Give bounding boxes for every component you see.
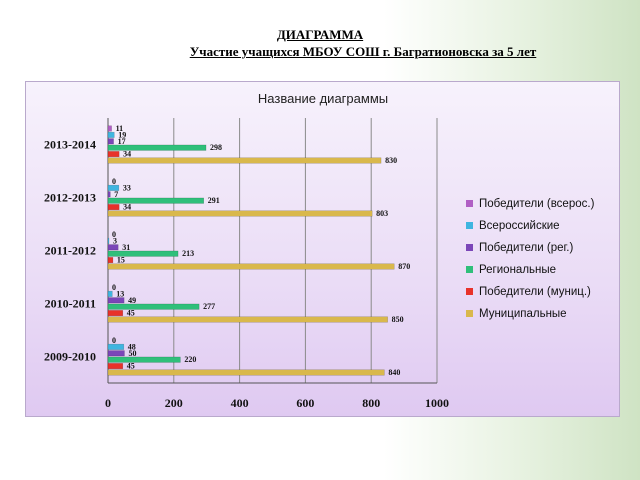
x-tick-label: 1000 — [425, 396, 449, 410]
bar — [107, 151, 120, 158]
category-label: 2012-2013 — [44, 191, 96, 205]
data-label: 0 — [112, 283, 116, 292]
data-label: 830 — [385, 156, 397, 165]
bar — [107, 204, 120, 211]
bar — [107, 369, 385, 376]
x-tick-label: 0 — [105, 396, 111, 410]
bar — [107, 138, 114, 145]
data-label: 0 — [112, 177, 116, 186]
bar — [107, 310, 124, 317]
data-label: 0 — [112, 336, 116, 345]
legend-swatch — [466, 244, 473, 251]
legend-label: Победители (рег.) — [479, 242, 573, 254]
bar — [107, 184, 120, 191]
bar — [107, 144, 207, 151]
data-label: 213 — [182, 249, 194, 258]
legend-swatch — [466, 222, 473, 229]
data-label: 15 — [117, 256, 125, 265]
slide-header: ДИАГРАММА Участие учащихся МБОУ СОШ г. Б… — [0, 26, 640, 60]
bar — [107, 191, 111, 198]
data-label: 803 — [376, 209, 388, 218]
data-label: 45 — [127, 309, 135, 318]
x-tick-label: 400 — [231, 396, 249, 410]
x-tick-label: 600 — [296, 396, 314, 410]
data-label: 7 — [114, 190, 118, 199]
x-tick-label: 800 — [362, 396, 380, 410]
bar — [107, 297, 125, 304]
data-label: 13 — [116, 289, 124, 298]
data-label: 840 — [388, 368, 400, 377]
data-label: 870 — [398, 262, 410, 271]
data-label: 49 — [128, 296, 136, 305]
data-label: 298 — [210, 143, 222, 152]
data-label: 48 — [128, 342, 136, 351]
data-label: 19 — [118, 130, 126, 139]
bar — [107, 316, 388, 323]
legend-swatch — [466, 200, 473, 207]
data-label: 33 — [123, 183, 131, 192]
bar — [107, 290, 113, 297]
slide-subtitle: Участие учащихся МБОУ СОШ г. Багратионов… — [189, 44, 537, 59]
data-label: 45 — [127, 362, 135, 371]
bar — [107, 257, 114, 264]
bar — [107, 125, 112, 132]
data-label: 11 — [116, 124, 124, 133]
data-label: 50 — [128, 349, 136, 358]
category-label: 2013-2014 — [44, 138, 96, 152]
bar — [107, 131, 115, 138]
bar — [107, 197, 204, 204]
data-label: 3 — [113, 236, 117, 245]
bar — [107, 263, 395, 270]
legend-swatch — [466, 266, 473, 273]
category-label: 2009-2010 — [44, 350, 96, 364]
bar — [107, 303, 200, 310]
x-tick-label: 200 — [165, 396, 183, 410]
bar — [107, 350, 125, 357]
legend-swatch — [466, 310, 473, 317]
data-label: 850 — [392, 315, 404, 324]
data-label: 17 — [118, 137, 126, 146]
legend-label: Победители (всерос.) — [479, 198, 595, 210]
data-label: 31 — [122, 243, 130, 252]
legend-label: Всероссийские — [479, 220, 560, 232]
legend-label: Региональные — [479, 264, 556, 276]
bar — [107, 237, 110, 244]
legend-label: Победители (муниц.) — [479, 286, 591, 298]
bar — [107, 244, 119, 251]
chart-title: Название диаграммы — [258, 91, 388, 106]
bar — [107, 343, 125, 350]
data-label: 0 — [112, 230, 116, 239]
data-label: 34 — [123, 150, 131, 159]
bar — [107, 363, 124, 370]
category-label: 2010-2011 — [45, 297, 96, 311]
data-label: 277 — [203, 302, 215, 311]
bar — [107, 157, 382, 164]
data-label: 34 — [123, 203, 131, 212]
bar — [107, 250, 179, 257]
legend-label: Муниципальные — [479, 308, 567, 320]
bar — [107, 210, 373, 217]
data-label: 291 — [208, 196, 220, 205]
bar — [107, 356, 181, 363]
category-label: 2011-2012 — [45, 244, 96, 258]
data-label: 220 — [184, 355, 196, 364]
legend-swatch — [466, 288, 473, 295]
slide-title: ДИАГРАММА — [276, 27, 364, 42]
